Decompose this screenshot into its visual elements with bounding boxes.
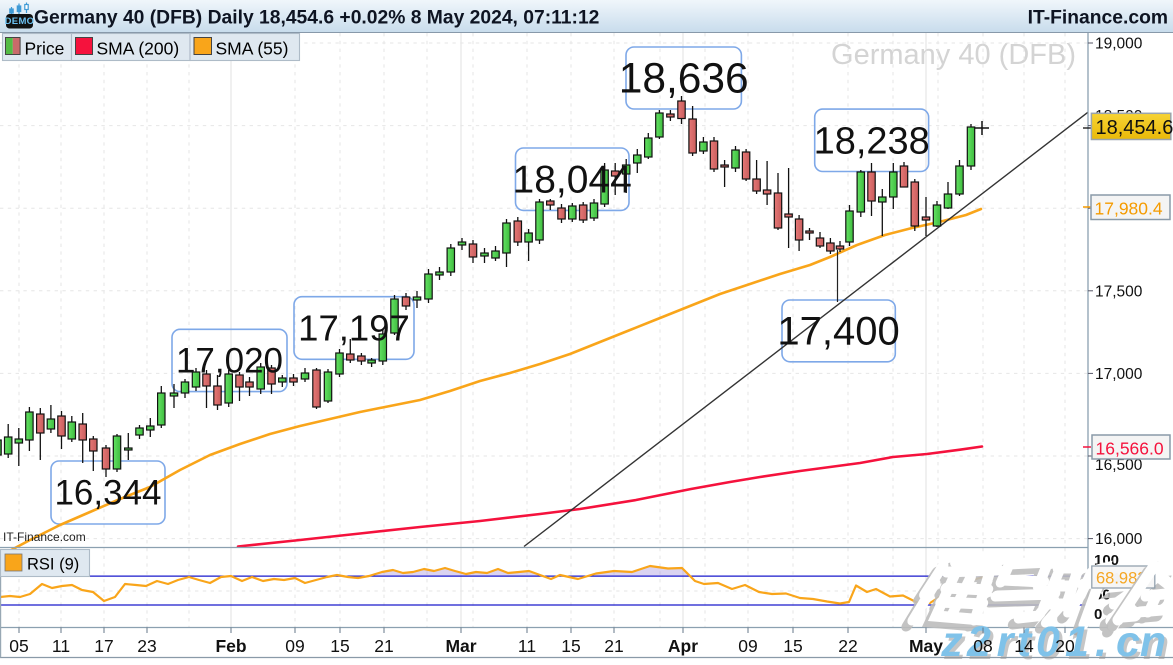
svg-text:17,197: 17,197	[298, 308, 410, 349]
svg-text:Mar: Mar	[445, 636, 476, 656]
svg-text:Germany 40 (DFB): Germany 40 (DFB)	[831, 39, 1076, 71]
svg-text:.: .	[1095, 618, 1107, 660]
svg-text:Price: Price	[25, 39, 65, 59]
svg-text:18,044: 18,044	[513, 159, 632, 202]
svg-text:18,238: 18,238	[814, 120, 930, 162]
svg-text:SMA (200): SMA (200)	[97, 39, 180, 59]
svg-text:14: 14	[1014, 636, 1034, 656]
svg-text:c: c	[1116, 618, 1140, 660]
svg-text:16,000: 16,000	[1095, 531, 1143, 548]
svg-text:16,344: 16,344	[54, 474, 161, 513]
svg-text:IT-Finance.com: IT-Finance.com	[1028, 8, 1168, 29]
svg-text:z: z	[940, 618, 963, 660]
svg-text:r: r	[997, 618, 1016, 660]
svg-text:20: 20	[1055, 636, 1075, 656]
svg-text:IT-Finance.com: IT-Finance.com	[3, 530, 86, 544]
svg-text:21: 21	[604, 636, 623, 656]
svg-text:11: 11	[52, 636, 70, 656]
svg-text:17: 17	[94, 636, 113, 656]
svg-text:16,566.0: 16,566.0	[1096, 439, 1164, 459]
svg-text:17,980.4: 17,980.4	[1095, 199, 1163, 219]
svg-text:09: 09	[738, 636, 757, 656]
svg-text:05: 05	[9, 636, 28, 656]
svg-text:n: n	[1140, 618, 1166, 660]
svg-text:Germany 40 (DFB) Daily 18,454.: Germany 40 (DFB) Daily 18,454.6 +0.02% 8…	[34, 8, 599, 29]
svg-text:SMA (55): SMA (55)	[216, 39, 289, 59]
svg-text:18,454.6: 18,454.6	[1096, 117, 1173, 139]
svg-text:23: 23	[137, 636, 156, 656]
svg-text:17,020: 17,020	[176, 342, 283, 381]
svg-text:17,500: 17,500	[1095, 283, 1143, 300]
svg-text:17,400: 17,400	[777, 310, 899, 354]
svg-text:May: May	[909, 636, 943, 656]
svg-text:17,000: 17,000	[1095, 366, 1143, 383]
svg-text:DEMO: DEMO	[5, 16, 35, 27]
svg-text:18,636: 18,636	[619, 56, 749, 103]
svg-text:19,000: 19,000	[1095, 36, 1143, 53]
svg-text:Apr: Apr	[668, 636, 698, 656]
svg-text:21: 21	[374, 636, 393, 656]
svg-text:Feb: Feb	[215, 636, 246, 656]
svg-text:22: 22	[838, 636, 857, 656]
svg-text:09: 09	[285, 636, 304, 656]
svg-text:15: 15	[783, 636, 802, 656]
svg-text:15: 15	[330, 636, 349, 656]
svg-text:RSI (9): RSI (9)	[27, 556, 79, 574]
svg-text:15: 15	[561, 636, 580, 656]
svg-text:08: 08	[973, 636, 992, 656]
svg-text:11: 11	[518, 636, 536, 656]
